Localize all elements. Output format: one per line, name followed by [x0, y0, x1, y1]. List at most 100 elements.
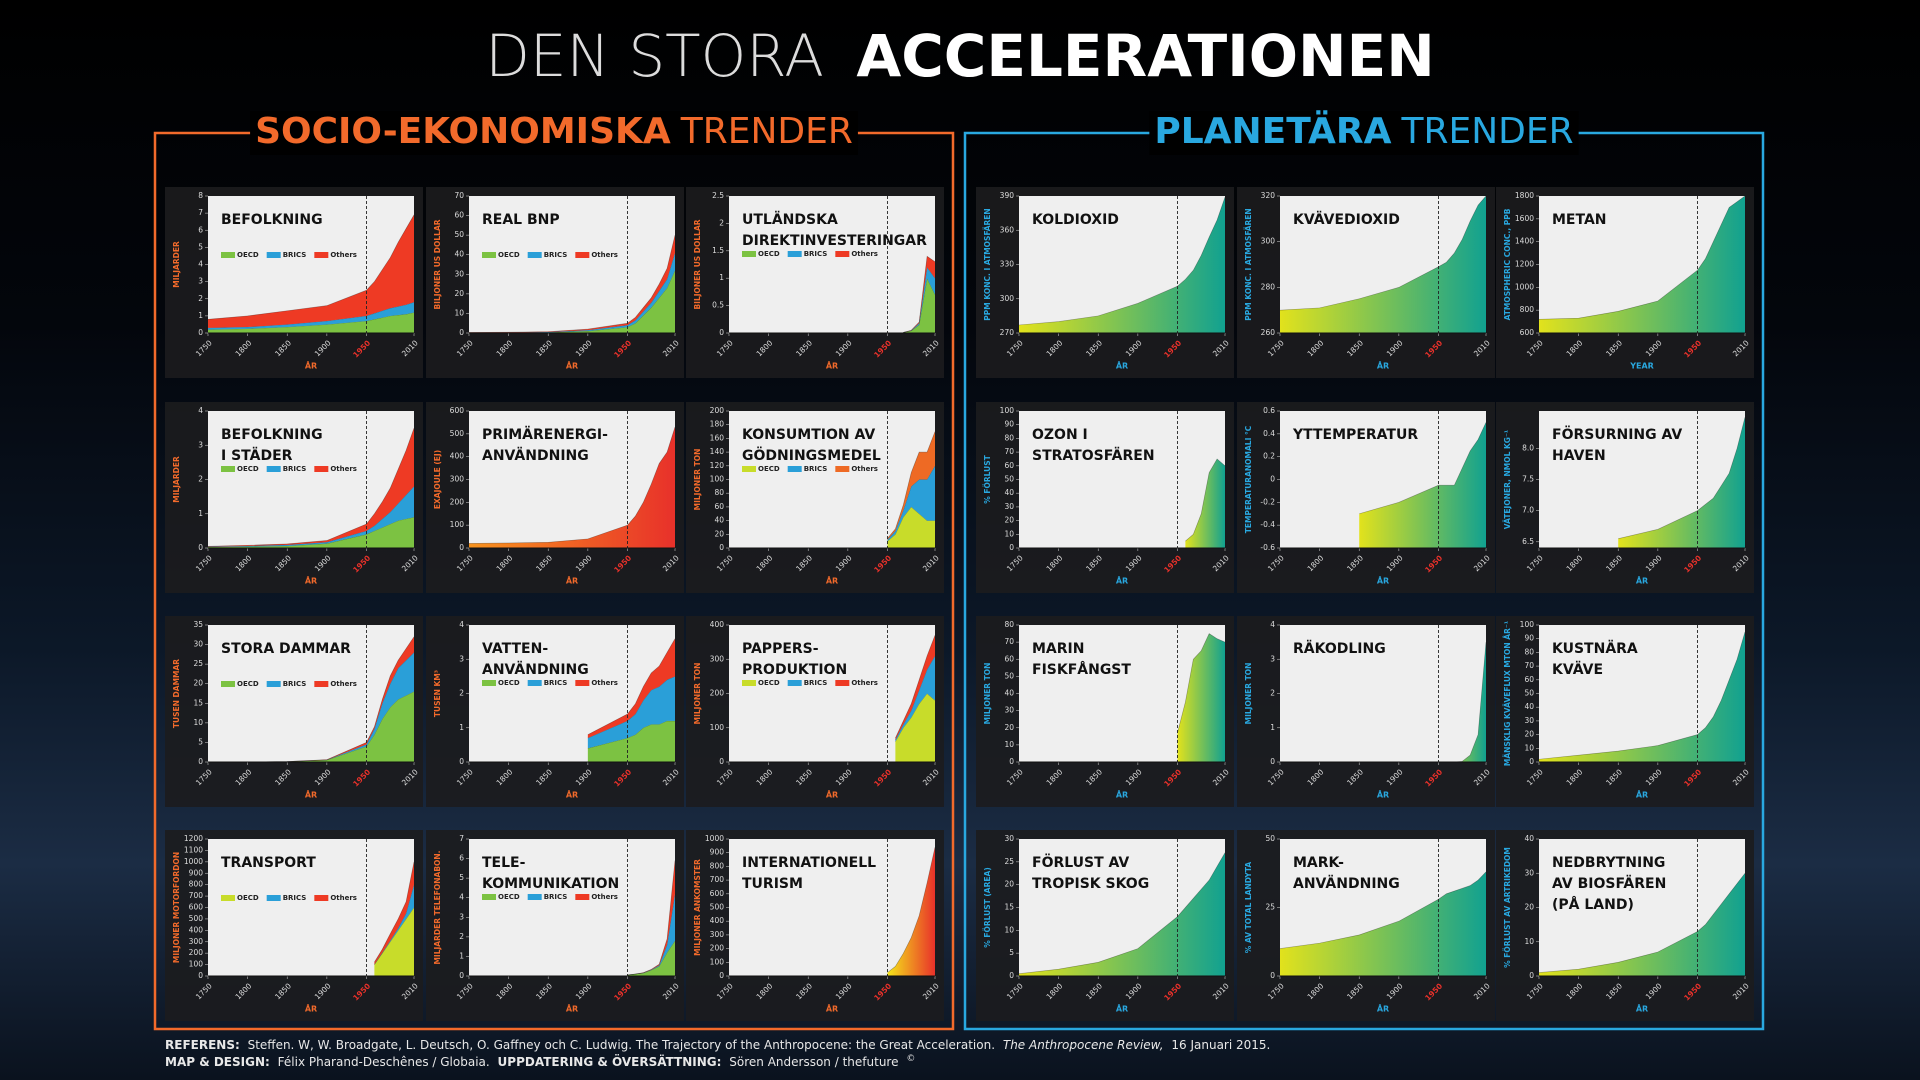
y-tick-label: 90	[1004, 420, 1014, 429]
y-tick-label: 0	[1009, 971, 1014, 980]
legend-label: OECD	[237, 465, 259, 473]
y-tick-label: 30	[454, 269, 464, 278]
y-tick-label: 0.4	[1263, 429, 1275, 438]
y-tick-label: 70	[1004, 447, 1014, 456]
x-axis-label: YEAR	[1629, 362, 1654, 371]
y-axis-label: % FÖRLUST	[983, 454, 992, 503]
y-tick-label: 40	[1524, 834, 1534, 843]
area-line	[1538, 631, 1746, 760]
y-tick-label: 30	[1524, 716, 1534, 725]
y-tick-label: 5	[198, 242, 203, 251]
legend-label: OECD	[498, 251, 520, 259]
legend-swatch	[314, 252, 329, 258]
y-tick-label: 35	[193, 620, 203, 629]
area	[887, 847, 935, 976]
y-tick-label: 3	[198, 277, 203, 286]
y-tick-label: 300	[710, 654, 725, 663]
legend-swatch	[527, 680, 542, 686]
y-axis-label: MILJARDER	[172, 456, 181, 503]
chart-title: KOMMUNIKATION	[482, 876, 619, 892]
legend-swatch	[266, 252, 281, 258]
section-title-light: TRENDER	[1400, 111, 1573, 152]
y-tick-label: 0	[1009, 543, 1014, 552]
y-tick-label: 400	[710, 916, 725, 925]
y-tick-label: -0.2	[1260, 497, 1275, 506]
area-line	[887, 847, 936, 973]
y-tick-label: 3	[459, 912, 464, 921]
y-tick-label: 30	[1524, 868, 1534, 877]
area-line	[587, 720, 675, 749]
x-axis-label: ÅR	[305, 361, 317, 371]
legend-label: OECD	[758, 679, 780, 687]
y-axis-label: MILJARDER	[172, 241, 181, 288]
y-tick-label: 600	[1520, 328, 1535, 337]
y-tick-label: 1100	[184, 845, 203, 854]
y-tick-label: 4	[459, 893, 464, 902]
chart-title: YTTEMPERATUR	[1292, 427, 1418, 443]
legend-label: BRICS	[283, 251, 307, 259]
plot-bg	[208, 839, 414, 976]
area-line	[1185, 458, 1226, 542]
area	[208, 691, 414, 762]
y-tick-label: 600	[450, 406, 465, 415]
y-tick-label: 6	[459, 854, 464, 863]
y-tick-label: 60	[714, 502, 724, 511]
y-tick-label: 1	[198, 509, 203, 518]
y-tick-label: 30	[1004, 834, 1014, 843]
chart-title: PRIMÄRENERGI-	[482, 426, 608, 443]
y-tick-label: 100	[450, 520, 465, 529]
y-tick-label: 160	[710, 433, 725, 442]
y-tick-label: 15	[1004, 903, 1014, 912]
area	[895, 635, 935, 740]
title-bold: ACCELERATIONEN	[856, 22, 1434, 90]
y-tick-label: 100	[1000, 406, 1015, 415]
y-tick-label: 0	[1270, 475, 1275, 484]
legend-label: BRICS	[544, 893, 568, 901]
legend-label: OECD	[758, 250, 780, 258]
y-axis-label: MILJONER TON	[693, 449, 702, 511]
y-tick-label: 0	[459, 543, 464, 552]
y-tick-label: 0	[1270, 971, 1275, 980]
legend-swatch	[835, 251, 850, 257]
y-tick-label: 100	[710, 957, 725, 966]
area	[887, 465, 935, 542]
chart-title: BEFOLKNING	[221, 212, 323, 228]
y-axis-label: MÄNSKLIG KVÄVEFLUX MTON ÅR⁻¹	[1503, 621, 1512, 766]
area	[469, 270, 675, 333]
area	[895, 693, 935, 762]
y-tick-label: 1	[198, 311, 203, 320]
y-tick-label: 80	[1004, 433, 1014, 442]
area	[1185, 458, 1225, 548]
y-tick-label: 400	[189, 925, 204, 934]
y-tick-label: 330	[1000, 260, 1015, 269]
area-line	[1279, 871, 1487, 949]
legend-label: Others	[851, 250, 878, 258]
chart-title: HAVEN	[1552, 448, 1606, 464]
y-tick-label: 15	[193, 698, 203, 707]
y-tick-label: 0	[198, 971, 203, 980]
chart-title: INTERNATIONELL	[742, 855, 876, 871]
section-title-bg	[250, 111, 858, 155]
y-tick-label: 0	[1009, 757, 1014, 766]
y-tick-label: 40	[714, 516, 724, 525]
y-tick-label: 6.5	[1522, 537, 1534, 546]
area	[1539, 873, 1745, 976]
area	[374, 861, 414, 965]
area-line	[887, 431, 936, 539]
chart-title: ANVÄNDNING	[482, 447, 589, 464]
y-tick-label: 20	[193, 679, 203, 688]
y-tick-label: 2	[719, 218, 724, 227]
y-tick-label: 1000	[1515, 282, 1534, 291]
x-axis-label: ÅR	[566, 361, 578, 371]
y-tick-label: 1400	[1515, 237, 1534, 246]
y-tick-label: 70	[1004, 637, 1014, 646]
y-tick-label: 600	[189, 903, 204, 912]
y-tick-label: 40	[1004, 689, 1014, 698]
y-tick-label: 1.5	[712, 246, 724, 255]
area-line	[207, 428, 415, 547]
